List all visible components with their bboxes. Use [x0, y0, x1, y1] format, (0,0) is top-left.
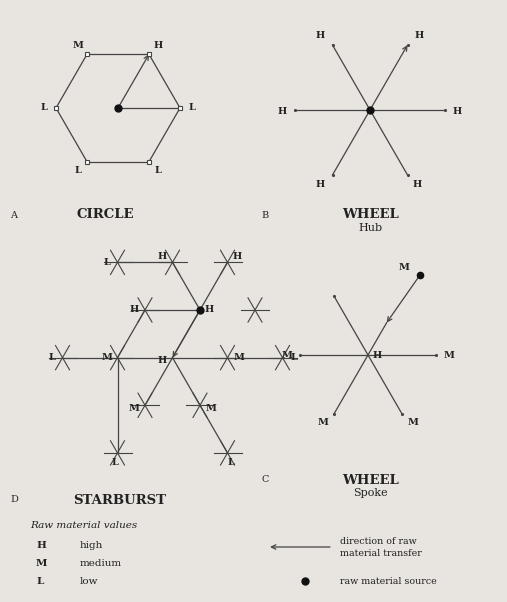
Text: medium: medium [80, 559, 122, 568]
Text: H: H [233, 252, 242, 261]
Text: M: M [399, 262, 410, 272]
Text: H: H [415, 31, 424, 40]
Text: D: D [10, 495, 18, 504]
Text: high: high [80, 541, 103, 550]
Text: M: M [73, 41, 84, 50]
Text: Hub: Hub [358, 223, 382, 233]
Text: H: H [277, 108, 286, 117]
Text: M: M [444, 350, 454, 359]
Text: H: H [204, 305, 213, 314]
Text: H: H [372, 350, 382, 359]
Text: H: H [154, 41, 163, 50]
Text: C: C [261, 476, 269, 485]
Text: M: M [36, 559, 48, 568]
Text: H: H [316, 181, 325, 190]
Text: M: M [129, 404, 139, 413]
Text: H: H [36, 541, 46, 550]
Text: material transfer: material transfer [340, 550, 422, 559]
Text: L: L [36, 577, 44, 586]
Text: H: H [452, 108, 462, 117]
Text: M: M [281, 350, 293, 359]
Text: L: L [290, 353, 297, 362]
Text: L: L [189, 104, 195, 113]
Text: Raw material values: Raw material values [30, 521, 137, 530]
Text: L: L [227, 458, 234, 467]
Text: direction of raw: direction of raw [340, 536, 417, 545]
Text: A: A [11, 211, 18, 220]
Text: STARBURST: STARBURST [74, 494, 166, 506]
Text: H: H [158, 252, 167, 261]
Text: H: H [129, 305, 138, 314]
Text: WHEEL: WHEEL [342, 474, 399, 486]
Text: L: L [103, 258, 110, 267]
Text: L: L [41, 104, 48, 113]
Text: M: M [317, 418, 329, 427]
Text: Spoke: Spoke [353, 488, 387, 498]
Text: M: M [233, 353, 244, 362]
Text: CIRCLE: CIRCLE [76, 208, 134, 222]
Text: L: L [48, 353, 55, 362]
Text: WHEEL: WHEEL [342, 208, 399, 222]
Text: H: H [316, 31, 325, 40]
Text: M: M [205, 404, 216, 413]
Text: L: L [111, 458, 118, 467]
Text: L: L [155, 166, 161, 175]
Text: raw material source: raw material source [340, 577, 437, 586]
Text: H: H [158, 356, 167, 365]
Text: M: M [408, 418, 418, 427]
Text: B: B [262, 211, 269, 220]
Text: H: H [413, 181, 422, 190]
Text: M: M [101, 353, 112, 362]
Text: low: low [80, 577, 98, 586]
Text: L: L [75, 166, 82, 175]
